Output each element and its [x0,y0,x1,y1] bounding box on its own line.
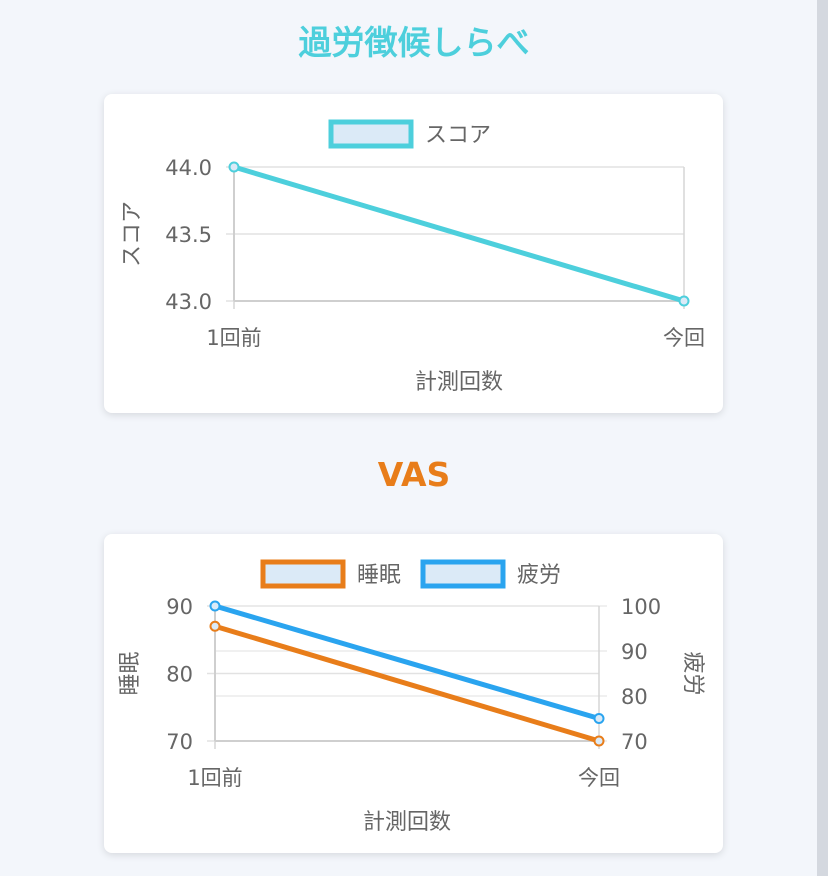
legend-swatch-0 [260,559,346,589]
y2-tick-label-0: 70 [621,730,648,754]
data-point-0-0 [228,161,240,173]
x-tick-label-0: 1回前 [206,326,261,350]
data-point-1-1 [593,713,605,724]
data-point-1-0 [209,600,221,612]
y2-axis-title: 疲労 [680,651,705,695]
y-axis-title: 睡眠 [118,651,143,695]
scrollbar[interactable] [817,0,828,876]
y2-tick-label-3: 100 [621,595,661,619]
legend-label-1: 疲労 [517,563,561,588]
x-tick-label-1: 今回 [663,326,705,350]
y2-tick-label-2: 90 [621,640,648,664]
y-axis-title: スコア [120,201,145,267]
data-point-0-0 [209,620,221,632]
legend-swatch-0 [328,119,414,149]
y-tick-label-1: 43.5 [165,223,212,247]
y2-tick-label-1: 80 [621,685,648,709]
y-tick-label-2: 90 [166,595,193,619]
fatigue-chart-card: スコア 43.0 43.5 44.0 1回前 今回計測回数 スコア [104,94,723,413]
y-tick-label-0: 43.0 [165,290,212,314]
y-tick-label-2: 44.0 [165,156,212,180]
x-axis-title: 計測回数 [363,810,451,835]
series-line-0 [214,623,600,744]
series-line-0 [233,164,685,304]
x-tick-label-0: 1回前 [187,766,242,790]
legend-label-0: スコア [425,123,491,148]
vas-chart-card: 睡眠 疲労 70 80 90 70 80 90 100 1回前 今回 計測回数 睡眠 疲労 [104,534,723,853]
legend-swatch-1 [420,559,506,589]
x-tick-label-1: 今回 [578,766,620,790]
section-title-fatigue: 過労徴候しらべ [298,23,530,62]
legend-label-0: 睡眠 [357,563,401,588]
data-point-0-1 [678,295,690,307]
section-title-vas: VAS [377,455,451,494]
y-tick-label-0: 70 [166,730,193,754]
data-point-0-1 [593,735,605,747]
y-tick-label-1: 80 [166,663,193,687]
x-axis-title: 計測回数 [415,370,503,395]
series-line-1 [214,603,600,721]
